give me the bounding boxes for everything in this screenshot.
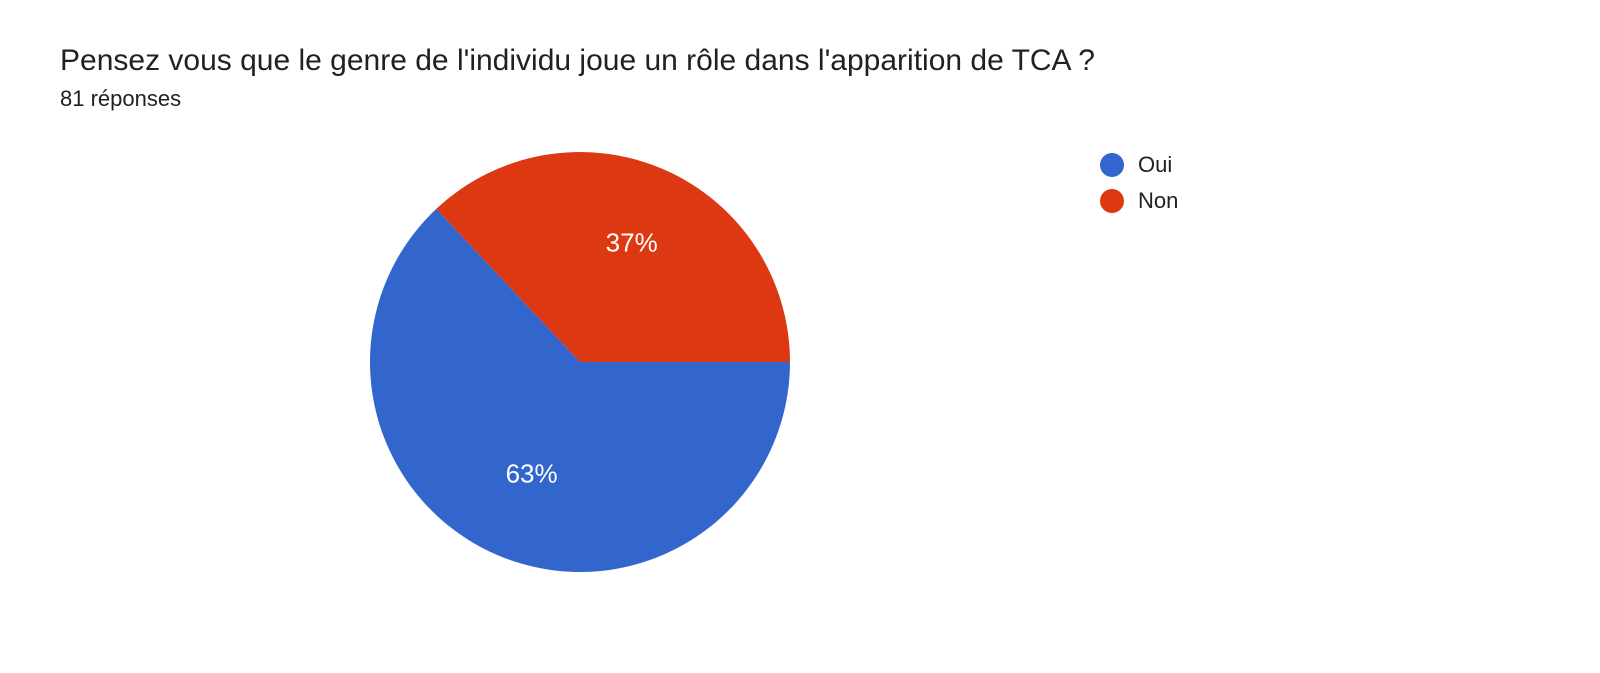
chart-area: 37% 63% Oui Non [60,132,1540,582]
pie-svg [360,142,800,582]
legend-item: Oui [1100,152,1178,178]
chart-title: Pensez vous que le genre de l'individu j… [60,40,1540,82]
pie-label-non: 37% [606,227,658,258]
legend: Oui Non [1100,152,1178,224]
legend-item: Non [1100,188,1178,214]
response-count: 81 réponses [60,86,1540,112]
legend-swatch-icon [1100,189,1124,213]
pie-chart: 37% 63% [360,142,800,582]
legend-swatch-icon [1100,153,1124,177]
legend-label: Oui [1138,152,1172,178]
chart-header: Pensez vous que le genre de l'individu j… [60,40,1540,112]
legend-label: Non [1138,188,1178,214]
pie-label-oui: 63% [506,458,558,489]
